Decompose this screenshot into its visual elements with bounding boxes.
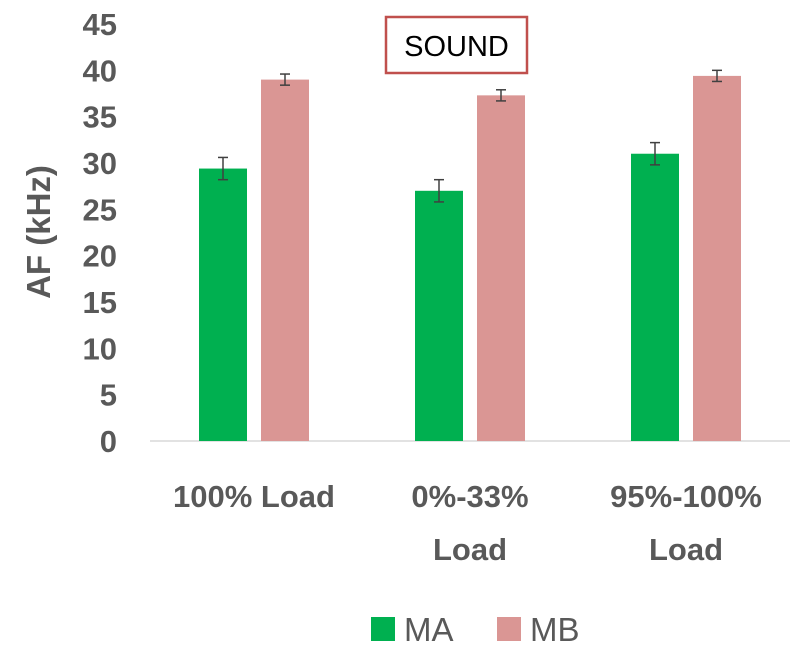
y-tick-label: 20 <box>83 239 117 274</box>
chart-title-box: SOUND <box>384 15 529 75</box>
legend-swatch-mb <box>497 617 521 641</box>
error-bars-group <box>218 69 722 203</box>
bar-ma-0 <box>199 168 247 441</box>
x-category-label: Load <box>649 532 723 567</box>
y-tick-label: 30 <box>83 146 117 181</box>
bar-ma-2 <box>631 153 679 441</box>
x-category-label: 0%-33% <box>411 479 528 514</box>
x-axis-categories: 100% Load 0%-33% Load 95%-100% Load <box>173 479 762 567</box>
y-axis-label: AF (kHz) <box>20 165 57 299</box>
y-tick-label: 25 <box>83 192 117 227</box>
error-bar-mb-0 <box>280 73 290 86</box>
y-tick-label: 15 <box>83 285 117 320</box>
error-bar-ma-0 <box>218 156 228 181</box>
bar-mb-2 <box>693 75 741 441</box>
error-bar-mb-2 <box>712 69 722 83</box>
chart-title-border <box>384 15 529 75</box>
legend: MA MB <box>371 611 580 648</box>
bar-mb-0 <box>261 79 309 441</box>
legend-swatch-ma <box>371 617 395 641</box>
bar-mb-1 <box>477 95 525 441</box>
error-bar-ma-1 <box>434 178 444 203</box>
x-category-label: Load <box>433 532 507 567</box>
error-bar-ma-2 <box>650 141 660 166</box>
error-bar-mb-1 <box>496 89 506 102</box>
legend-label-mb: MB <box>530 611 580 648</box>
bars-group <box>199 75 741 441</box>
y-tick-label: 0 <box>100 424 117 459</box>
y-tick-label: 45 <box>83 7 117 42</box>
y-tick-label: 35 <box>83 100 117 135</box>
x-category-label: 95%-100% <box>610 479 762 514</box>
chart-title: SOUND <box>404 31 509 63</box>
legend-label-ma: MA <box>404 611 454 648</box>
bar-ma-1 <box>415 190 463 441</box>
y-axis-ticks: 0 5 10 15 20 25 30 35 40 45 <box>83 7 117 459</box>
x-category-label: 100% Load <box>173 479 335 514</box>
y-tick-label: 40 <box>83 53 117 88</box>
y-tick-label: 5 <box>100 378 117 413</box>
y-tick-label: 10 <box>83 331 117 366</box>
